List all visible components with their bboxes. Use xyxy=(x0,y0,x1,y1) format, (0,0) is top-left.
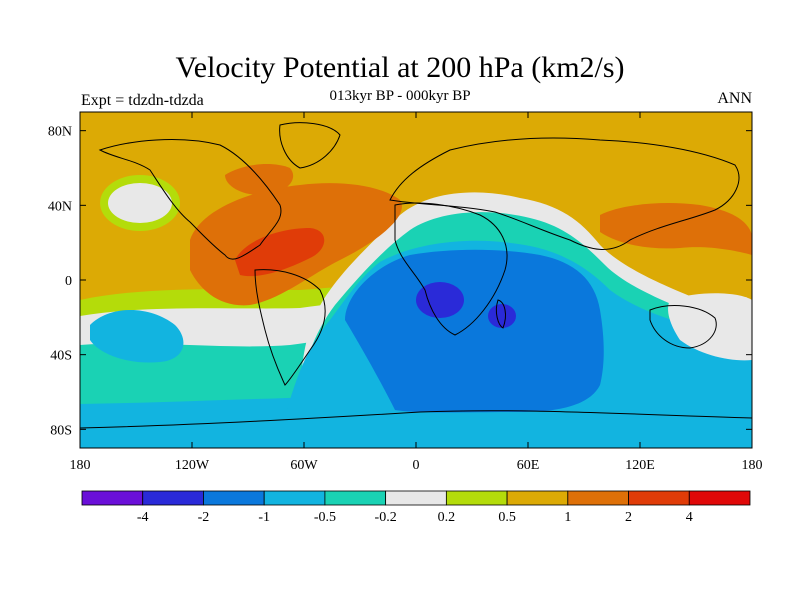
contour-fill-neg2-neg1 xyxy=(345,249,604,413)
coastline-greenland xyxy=(279,122,341,169)
coastline-eurasia xyxy=(389,137,740,250)
colorbar-swatch xyxy=(263,490,326,506)
coastline-madagascar xyxy=(495,299,506,329)
contour-field xyxy=(80,112,752,448)
contour-fill-1-2-asia xyxy=(600,203,752,255)
lat-tick-label: 40S xyxy=(50,349,72,364)
colorbar-swatch xyxy=(628,490,690,506)
colorbar-label: 2 xyxy=(625,510,632,525)
lat-tick-label: 80N xyxy=(48,125,72,140)
colorbar-swatch xyxy=(142,490,204,506)
season-label: ANN xyxy=(717,90,752,107)
contour-fill-neg0.5-neg0.2-eastpacific xyxy=(90,310,184,363)
lat-tick-label: 0 xyxy=(65,274,72,289)
plot-subtitle: 013kyr BP - 000kyr BP xyxy=(329,88,471,104)
latitude-axis: 80N 40N 0 40S 80S xyxy=(48,125,752,438)
colorbar-label: 1 xyxy=(564,510,571,525)
longitude-axis: 180 120W 60W 0 60E 120E 180 xyxy=(70,112,763,473)
coastline-australia xyxy=(649,305,717,349)
colorbar-swatch xyxy=(81,490,144,506)
lon-tick-label: 120E xyxy=(625,458,655,473)
colorbar-label: 0.2 xyxy=(438,510,456,525)
coastlines xyxy=(80,122,752,429)
colorbar-swatch xyxy=(385,490,447,506)
colorbar: -4 -2 -1 -0.5 -0.2 0.2 0.5 1 2 4 xyxy=(81,490,751,525)
colorbar-swatch xyxy=(203,490,265,506)
colorbar-swatch xyxy=(567,490,629,506)
colorbar-swatch xyxy=(688,490,751,506)
lon-tick-label: 120W xyxy=(175,458,210,473)
lon-tick-label: 0 xyxy=(413,458,420,473)
contour-fill-neg4-neg2-africa xyxy=(416,282,464,318)
colorbar-label: -4 xyxy=(137,510,149,525)
colorbar-label: -2 xyxy=(198,510,210,525)
lon-tick-label: 60W xyxy=(290,458,318,473)
colorbar-swatch xyxy=(445,490,508,506)
lon-tick-label: 180 xyxy=(742,458,763,473)
contour-fill-2-4-atlantic xyxy=(235,228,325,277)
colorbar-label: -0.2 xyxy=(375,510,397,525)
lon-tick-label: 60E xyxy=(517,458,540,473)
colorbar-swatch xyxy=(324,490,387,506)
lat-tick-label: 80S xyxy=(50,423,72,438)
colorbar-label: -1 xyxy=(258,510,270,525)
lon-tick-label: 180 xyxy=(70,458,91,473)
coastline-antarctica xyxy=(80,410,752,429)
coastline-south-america xyxy=(254,269,326,386)
colorbar-label: -0.5 xyxy=(314,510,336,525)
contour-fill-neg0.2-0.2-northpacific-core xyxy=(108,183,172,223)
coastline-north-america xyxy=(98,139,282,260)
contour-fill-1-2-northamerica xyxy=(225,164,294,195)
experiment-label: Expt = tdzdn-tdzda xyxy=(81,92,204,109)
colorbar-label: 4 xyxy=(686,510,693,525)
colorbar-swatch xyxy=(506,490,569,506)
colorbar-label: 0.5 xyxy=(498,510,516,525)
coastline-africa xyxy=(394,202,508,336)
plot-title: Velocity Potential at 200 hPa (km2/s) xyxy=(175,51,625,84)
contour-fill-neg0.2-0.2-westpacific xyxy=(668,293,752,361)
contour-fill-neg4-neg2-madagascar xyxy=(488,304,516,328)
lat-tick-label: 40N xyxy=(48,199,72,214)
